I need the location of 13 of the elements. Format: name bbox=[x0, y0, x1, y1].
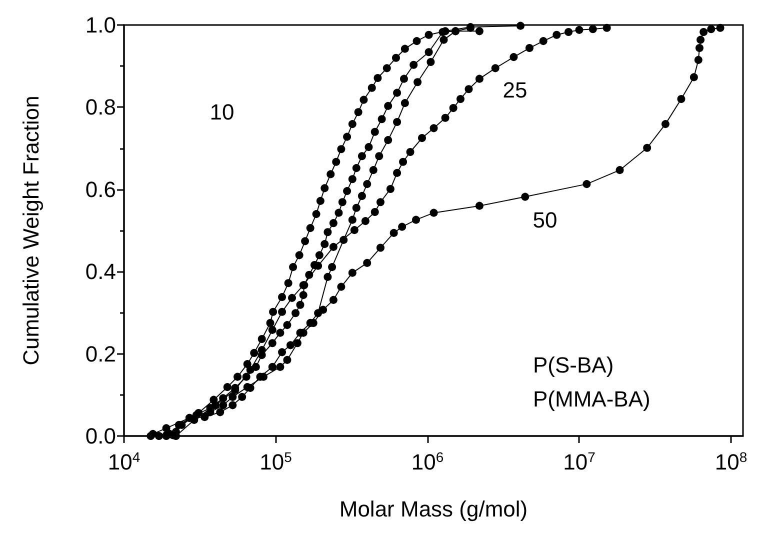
y-tick-label: 0.6 bbox=[85, 176, 116, 202]
annotation: 10 bbox=[210, 100, 234, 124]
y-tick-label: 0.0 bbox=[85, 424, 116, 448]
y-tick-label: 0.4 bbox=[85, 259, 116, 284]
annotation: 25 bbox=[502, 78, 528, 102]
y-tick-label: 1.0 bbox=[85, 12, 116, 38]
annotation: P(S-BA) bbox=[533, 352, 614, 378]
y-axis-title: Cumulative Weight Fraction bbox=[18, 96, 44, 366]
y-tick-label: 0.8 bbox=[85, 94, 116, 120]
annotation: P(MMA-BA) bbox=[533, 386, 650, 412]
y-tick-label: 0.2 bbox=[85, 341, 116, 366]
x-axis-title: Molar Mass (g/mol) bbox=[339, 496, 528, 522]
annotation: 50 bbox=[532, 208, 558, 232]
